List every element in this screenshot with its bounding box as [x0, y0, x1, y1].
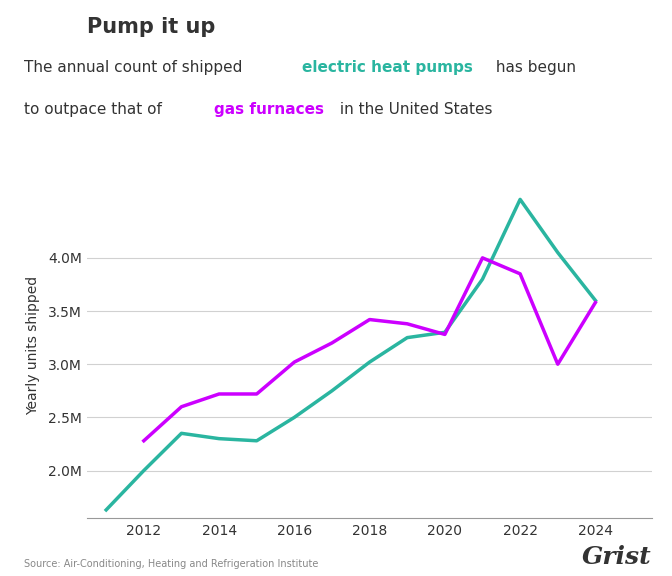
Text: Pump it up: Pump it up	[87, 17, 216, 37]
Text: electric heat pumps: electric heat pumps	[302, 60, 473, 75]
Text: in the United States: in the United States	[335, 102, 492, 117]
Text: Source: Air-Conditioning, Heating and Refrigeration Institute: Source: Air-Conditioning, Heating and Re…	[24, 559, 318, 569]
Text: gas furnaces: gas furnaces	[214, 102, 324, 117]
Text: The annual count of shipped: The annual count of shipped	[24, 60, 247, 75]
Text: Grist: Grist	[582, 545, 652, 569]
Text: has begun: has begun	[491, 60, 575, 75]
Y-axis label: Yearly units shipped: Yearly units shipped	[26, 276, 40, 415]
Text: to outpace that of: to outpace that of	[24, 102, 166, 117]
